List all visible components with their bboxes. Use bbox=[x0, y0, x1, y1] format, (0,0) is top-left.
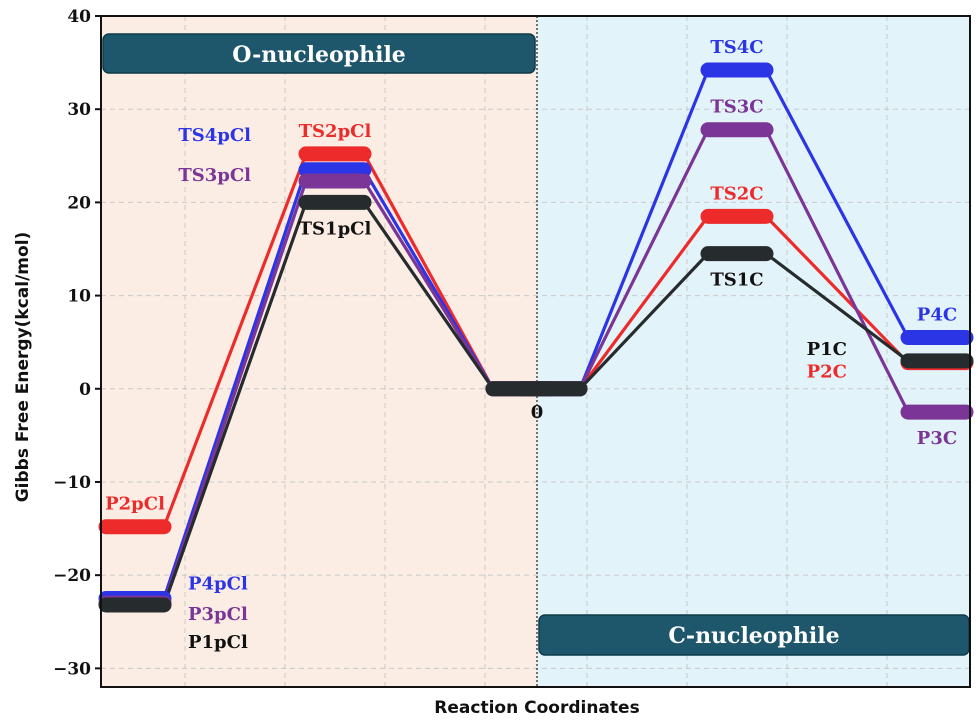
level-label-p2pcl: P2pCl bbox=[105, 494, 165, 515]
series-3-segment-0 bbox=[162, 200, 308, 607]
y-tick-label-6: 30 bbox=[67, 100, 91, 120]
level-label-p4c: P4C bbox=[917, 305, 957, 326]
level-label-ts4pcl: TS4pCl bbox=[178, 125, 251, 146]
series-0-segment-0 bbox=[162, 152, 308, 529]
c-nucleophile-label: C-nucleophile bbox=[668, 623, 839, 649]
o-nucleophile-banner bbox=[102, 33, 536, 74]
region-banners: O-nucleophile C-nucleophile bbox=[102, 33, 970, 656]
series-1-segment-3 bbox=[578, 68, 710, 391]
level-label-ts4c: TS4C bbox=[710, 37, 763, 58]
level-label-p3c: P3C bbox=[917, 428, 957, 449]
level-label-ts3c: TS3C bbox=[710, 97, 763, 118]
y-tick-label-3: 0 bbox=[79, 380, 91, 400]
level-label-ts1pcl: TS1pCl bbox=[299, 218, 372, 239]
level-label-ts2c: TS2C bbox=[710, 183, 763, 204]
level-label-ts2pcl: TS2pCl bbox=[299, 121, 372, 142]
series-2-segment-0 bbox=[162, 179, 308, 605]
zero-label: 0 bbox=[531, 402, 544, 423]
level-label-p4pcl: P4pCl bbox=[188, 573, 248, 594]
series-1-segment-4 bbox=[764, 68, 910, 340]
level-labels: P2pCl P4pCl P3pCl P1pCl TS2pCl TS4pCl TS3pCl TS… bbox=[105, 37, 957, 653]
y-tick-label-4: 10 bbox=[67, 287, 91, 307]
series-2-segment-4 bbox=[764, 128, 910, 414]
level-label-p1c: P1C bbox=[807, 339, 847, 360]
grid-lines bbox=[101, 16, 970, 687]
energy-levels bbox=[98, 62, 974, 613]
series-1-segment-0 bbox=[162, 168, 308, 601]
level-label-ts3pcl: TS3pCl bbox=[178, 165, 251, 186]
series-2-segment-3 bbox=[578, 128, 710, 391]
series-3-segment-3 bbox=[578, 252, 710, 391]
series-3-segment-4 bbox=[764, 252, 910, 363]
series-3-segment-1 bbox=[362, 200, 495, 391]
series-lines bbox=[162, 68, 910, 607]
y-axis-title: Gibbs Free Energy(kcal/mol) bbox=[13, 232, 33, 503]
o-nucleophile-label: O-nucleophile bbox=[232, 42, 406, 68]
y-tick-label-0: −30 bbox=[53, 659, 91, 679]
y-tick-label-5: 20 bbox=[67, 193, 91, 213]
series-2-segment-1 bbox=[362, 179, 495, 391]
level-label-p1pcl: P1pCl bbox=[188, 632, 248, 653]
series-0-segment-3 bbox=[578, 214, 710, 391]
level-label-p2c: P2C bbox=[807, 362, 847, 383]
x-axis-title: Reaction Coordinates bbox=[434, 698, 639, 718]
level-label-p3pcl: P3pCl bbox=[188, 604, 248, 625]
y-tick-label-7: 40 bbox=[67, 7, 91, 27]
axes: −30 −20 −10 0 10 20 30 40 bbox=[53, 7, 971, 688]
level-label-ts1c: TS1C bbox=[710, 270, 763, 291]
y-tick-label-1: −20 bbox=[53, 566, 91, 586]
y-tick-label-2: −10 bbox=[53, 473, 91, 493]
series-0-segment-4 bbox=[764, 214, 910, 365]
plot-frame bbox=[100, 15, 971, 688]
